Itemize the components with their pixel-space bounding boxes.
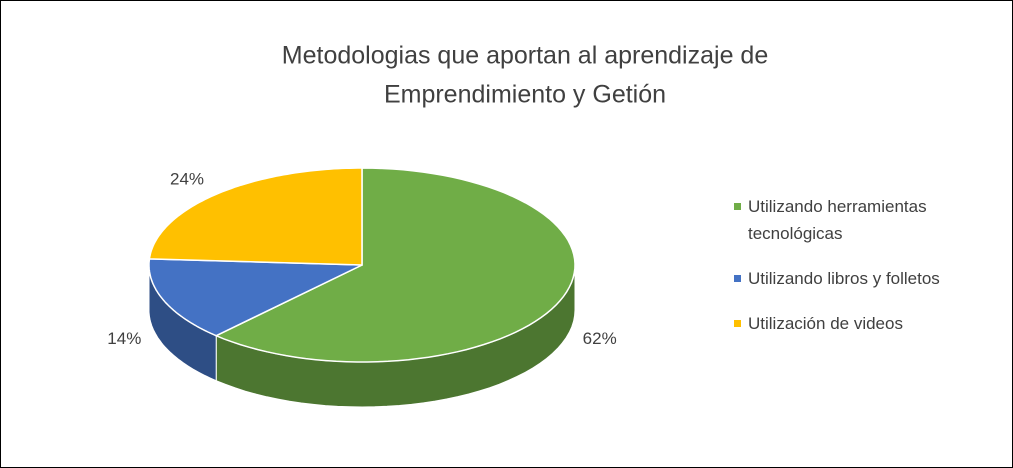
legend: Utilizando herramientas tecnológicas Util… bbox=[734, 193, 1004, 355]
slice bbox=[148, 258, 363, 337]
legend-item: Utilización de videos bbox=[734, 310, 1004, 337]
value-label: 62% bbox=[583, 329, 617, 348]
legend-item: Utilizando herramientas tecnológicas bbox=[734, 193, 1004, 247]
legend-swatch bbox=[734, 275, 741, 282]
legend-item: Utilizando libros y folletos bbox=[734, 265, 1004, 292]
legend-swatch bbox=[734, 320, 741, 327]
legend-swatch bbox=[734, 203, 741, 210]
value-label: 14% bbox=[107, 329, 141, 348]
value-label: 24% bbox=[170, 170, 204, 189]
slice bbox=[214, 167, 576, 363]
chart-title: Metodologias que aportan al aprendizaje … bbox=[282, 42, 768, 70]
chart-title: Emprendimiento y Getión bbox=[384, 81, 666, 109]
legend-label: Utilizando herramientas tecnológicas bbox=[748, 197, 927, 243]
legend-label: Utilización de videos bbox=[748, 314, 903, 333]
slice bbox=[148, 167, 363, 266]
legend-label: Utilizando libros y folletos bbox=[748, 269, 940, 288]
